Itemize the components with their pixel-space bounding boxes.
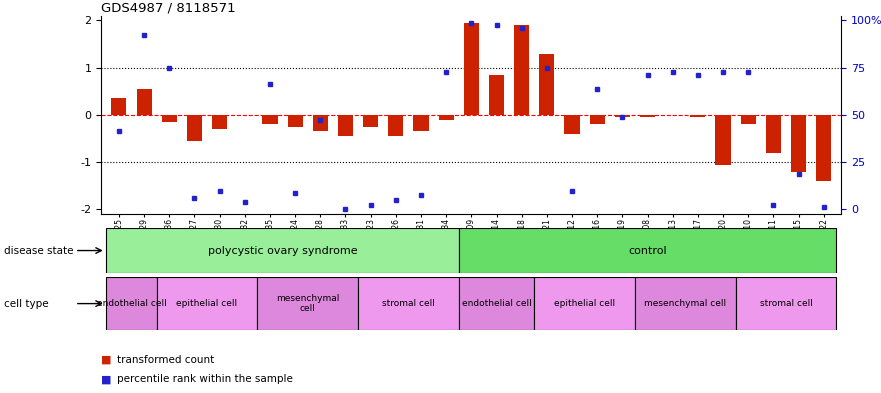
Bar — [107, 228, 459, 273]
Bar — [287, 115, 303, 127]
Bar — [489, 75, 504, 115]
Bar — [389, 115, 403, 136]
Bar — [107, 277, 157, 330]
Bar — [459, 277, 534, 330]
Text: control: control — [628, 246, 667, 255]
Bar — [358, 277, 459, 330]
Bar — [640, 115, 655, 118]
Bar — [715, 115, 730, 165]
Text: cell type: cell type — [4, 299, 49, 309]
Text: disease state: disease state — [4, 246, 74, 255]
Bar — [162, 115, 177, 122]
Text: ■: ■ — [101, 354, 112, 365]
Text: epithelial cell: epithelial cell — [554, 299, 615, 308]
Bar — [313, 115, 328, 132]
Text: mesenchymal
cell: mesenchymal cell — [276, 294, 339, 313]
Bar — [439, 115, 454, 120]
Bar — [741, 115, 756, 125]
Bar — [565, 115, 580, 134]
Bar — [257, 277, 358, 330]
Bar — [212, 115, 227, 129]
Bar — [111, 98, 127, 115]
Bar — [463, 23, 479, 115]
Text: transformed count: transformed count — [117, 354, 214, 365]
Bar — [816, 115, 832, 181]
Bar — [459, 228, 836, 273]
Bar — [263, 115, 278, 125]
Bar — [635, 277, 736, 330]
Bar — [766, 115, 781, 153]
Bar — [534, 277, 635, 330]
Bar — [589, 115, 604, 125]
Text: endothelial cell: endothelial cell — [462, 299, 531, 308]
Text: percentile rank within the sample: percentile rank within the sample — [117, 374, 293, 384]
Bar — [539, 53, 554, 115]
Bar — [515, 25, 529, 115]
Text: stromal cell: stromal cell — [759, 299, 812, 308]
Text: stromal cell: stromal cell — [382, 299, 435, 308]
Bar — [157, 277, 257, 330]
Text: ■: ■ — [101, 374, 112, 384]
Bar — [363, 115, 378, 127]
Text: epithelial cell: epithelial cell — [176, 299, 238, 308]
Bar — [187, 115, 202, 141]
Bar — [736, 277, 836, 330]
Bar — [413, 115, 428, 132]
Bar — [691, 115, 706, 118]
Text: endothelial cell: endothelial cell — [97, 299, 167, 308]
Bar — [791, 115, 806, 172]
Bar — [137, 89, 152, 115]
Text: GDS4987 / 8118571: GDS4987 / 8118571 — [101, 2, 236, 15]
Bar — [615, 115, 630, 118]
Bar — [338, 115, 353, 136]
Text: mesenchymal cell: mesenchymal cell — [644, 299, 726, 308]
Text: polycystic ovary syndrome: polycystic ovary syndrome — [208, 246, 358, 255]
